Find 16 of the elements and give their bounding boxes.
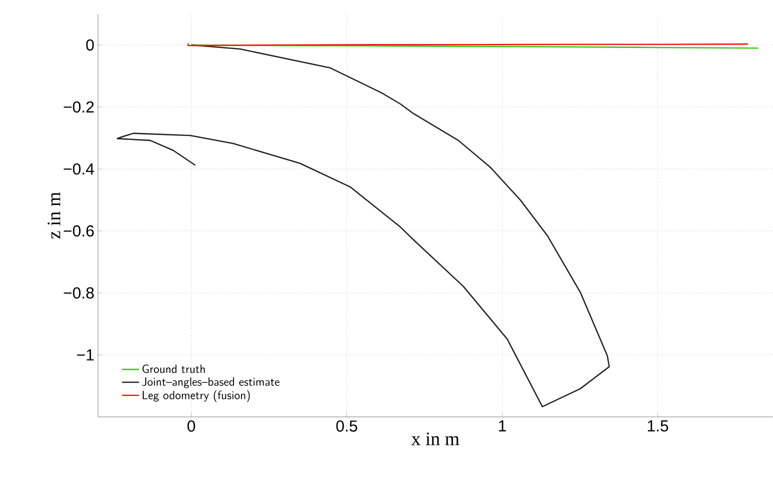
y-tick-label: 0 [86,39,94,51]
legend-label: Leg odometry (fusion) [142,390,250,402]
x-axis-title: x in m [411,432,460,446]
x-tick-label: 0 [187,420,196,432]
line-series [116,44,610,408]
y-tick-label: −0.2 [64,101,94,113]
x-tick-label: 1 [499,420,506,432]
y-tick-label: −0.4 [64,163,94,175]
y-tick-label: −0.8 [64,287,94,299]
legend-label: Joint–angles–based estimate [142,377,280,388]
y-axis-title: z in m [48,192,60,239]
x-tick-label: 1.5 [648,420,668,432]
y-tick-label: −0.6 [64,225,94,237]
legend-label: Ground truth [142,364,205,374]
y-tick-label: −1 [77,349,94,360]
x-tick-label: 0.5 [336,420,358,432]
